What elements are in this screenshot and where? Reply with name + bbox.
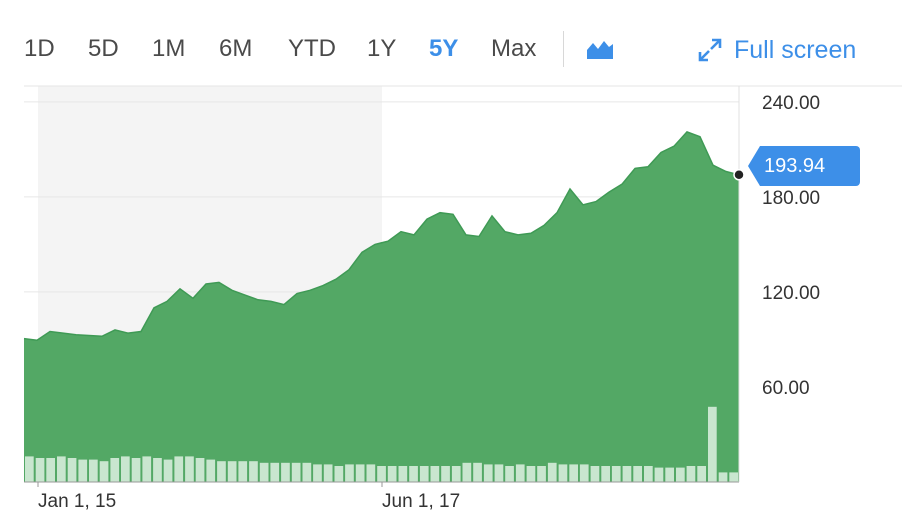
- y-tick-label: 180.00: [762, 188, 820, 209]
- volume-bar: [302, 462, 312, 482]
- x-tick-label: Jun 1, 17: [382, 491, 460, 512]
- fullscreen-label: Full screen: [734, 36, 857, 64]
- volume-bar: [99, 461, 109, 482]
- toolbar-divider: [563, 31, 564, 67]
- volume-bar: [377, 466, 386, 482]
- chart-type-button[interactable]: [586, 38, 614, 60]
- volume-bar: [718, 472, 728, 482]
- volume-bar: [409, 466, 418, 482]
- volume-bar: [611, 466, 621, 482]
- volume-bar: [78, 459, 88, 482]
- range-button-1y[interactable]: 1Y: [367, 35, 397, 62]
- volume-bar: [676, 467, 685, 482]
- volume-bar: [729, 472, 738, 482]
- volume-bar: [67, 458, 77, 482]
- x-tick-label: Jan 1, 15: [38, 491, 116, 512]
- y-tick-label: 240.00: [762, 93, 820, 114]
- volume-bar: [590, 466, 600, 482]
- volume-bar: [633, 466, 642, 482]
- volume-bar: [419, 466, 429, 482]
- price-line: [23, 131, 740, 341]
- range-button-5y[interactable]: 5Y: [429, 35, 459, 62]
- volume-bar: [345, 464, 354, 482]
- volume-bar: [174, 456, 184, 482]
- volume-bar: [473, 462, 482, 482]
- volume-bar: [131, 458, 141, 482]
- volume-bar: [494, 464, 504, 482]
- volume-bar: [537, 466, 546, 482]
- current-price-marker: [733, 169, 745, 181]
- range-button-max[interactable]: Max: [491, 35, 537, 62]
- volume-bar: [355, 464, 365, 482]
- volume-bar: [697, 466, 706, 482]
- volume-bar: [622, 466, 632, 482]
- volume-bar: [249, 461, 258, 482]
- volume-bar: [313, 464, 322, 482]
- y-tick-label: 60.00: [762, 378, 810, 399]
- volume-bar: [142, 456, 152, 482]
- expand-arrows-icon: [698, 38, 722, 62]
- volume-bar: [238, 461, 248, 482]
- volume-bar: [515, 464, 525, 482]
- volume-bar: [163, 459, 173, 482]
- volume-bar: [270, 462, 280, 482]
- volume-bar: [483, 464, 493, 482]
- volume-bar: [334, 466, 344, 482]
- current-price-label: 193.94: [760, 146, 860, 186]
- volume-bar: [366, 464, 376, 482]
- volume-bar: [654, 467, 664, 482]
- volume-bar: [398, 466, 408, 482]
- volume-bar: [259, 462, 269, 482]
- volume-bar: [686, 466, 696, 482]
- volume-bar: [227, 461, 237, 482]
- volume-bar: [35, 458, 45, 482]
- volume-bar: [644, 466, 653, 482]
- volume-bar: [526, 466, 536, 482]
- volume-bar: [121, 456, 130, 482]
- range-button-1d[interactable]: 1D: [24, 35, 55, 62]
- range-button-ytd[interactable]: YTD: [288, 35, 336, 62]
- volume-bar: [25, 456, 34, 482]
- volume-bar: [601, 466, 610, 482]
- volume-bar: [451, 466, 461, 482]
- volume-bar: [185, 456, 194, 482]
- price-area: [24, 131, 739, 482]
- volume-bar: [89, 459, 98, 482]
- range-button-1m[interactable]: 1M: [152, 35, 186, 62]
- range-button-5d[interactable]: 5D: [88, 35, 119, 62]
- volume-bar: [195, 458, 205, 482]
- volume-bar: [387, 466, 397, 482]
- volume-bar: [57, 456, 66, 482]
- volume-bar: [665, 467, 674, 482]
- volume-bar: [291, 462, 301, 482]
- volume-bar: [206, 459, 216, 482]
- volume-bar: [547, 462, 557, 482]
- volume-bar: [441, 466, 450, 482]
- volume-bar: [569, 464, 578, 482]
- volume-bar: [708, 406, 717, 482]
- current-price-callout: 193.94: [748, 146, 860, 186]
- volume-bar: [153, 458, 162, 482]
- volume-bar: [462, 462, 472, 482]
- range-selector-bar: 1D 5D 1M 6M YTD 1Y 5Y Max Full screen: [0, 0, 902, 90]
- volume-bar: [217, 461, 226, 482]
- volume-bar: [110, 458, 120, 482]
- volume-bar: [323, 464, 333, 482]
- volume-bar: [430, 466, 440, 482]
- range-button-6m[interactable]: 6M: [219, 35, 253, 62]
- volume-bar: [579, 464, 589, 482]
- area-chart-icon: [587, 41, 613, 59]
- callout-arrow: [748, 146, 760, 186]
- y-tick-label: 120.00: [762, 283, 820, 304]
- volume-bar: [558, 464, 568, 482]
- volume-bar: [46, 458, 55, 482]
- volume-bar: [505, 466, 514, 482]
- volume-bar: [281, 462, 290, 482]
